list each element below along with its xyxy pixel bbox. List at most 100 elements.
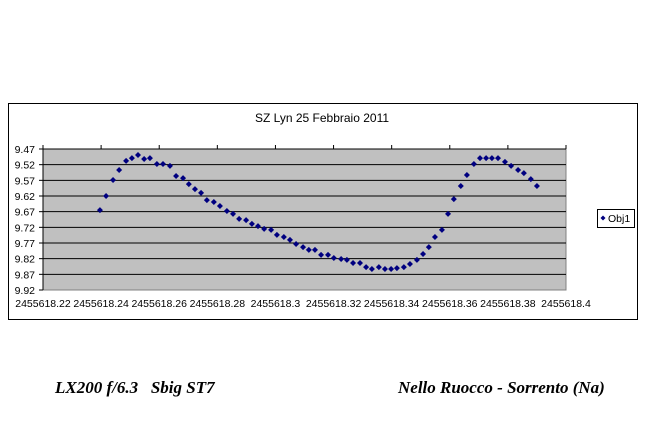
legend-box xyxy=(597,209,635,228)
legend: Obj1 xyxy=(597,209,635,228)
y-tick-label: 9.72 xyxy=(15,222,36,234)
y-tick-label: 9.47 xyxy=(15,144,36,156)
y-tick-label: 9.52 xyxy=(15,160,36,172)
data-point xyxy=(501,158,508,165)
data-point xyxy=(293,240,300,247)
data-point xyxy=(350,260,357,267)
data-point xyxy=(123,157,130,164)
data-point xyxy=(255,223,262,230)
data-point xyxy=(356,260,363,267)
data-point xyxy=(325,251,332,258)
data-point xyxy=(520,170,527,177)
data-point xyxy=(153,161,160,168)
data-point xyxy=(305,246,312,253)
x-tick-label: 2455618.28 xyxy=(190,298,246,310)
data-point xyxy=(533,182,540,189)
plot-background xyxy=(42,148,567,291)
data-point xyxy=(230,210,237,217)
data-point xyxy=(438,226,445,233)
data-point xyxy=(216,203,223,210)
y-tick-label: 9.82 xyxy=(15,254,36,266)
x-tick-label: 2455618.22 xyxy=(15,298,71,310)
data-point xyxy=(400,264,407,271)
data-point xyxy=(210,198,217,205)
data-point xyxy=(103,193,110,199)
x-tick-label: 2455618.4 xyxy=(541,298,591,310)
data-point xyxy=(273,231,280,238)
data-point xyxy=(166,162,173,169)
data-point xyxy=(338,255,345,262)
x-tick-label: 2455618.24 xyxy=(73,298,129,310)
data-point xyxy=(223,208,230,215)
data-point xyxy=(141,156,148,163)
data-point xyxy=(268,226,275,233)
data-point xyxy=(180,175,187,182)
data-point xyxy=(311,246,318,253)
data-point xyxy=(243,217,250,224)
data-point xyxy=(280,234,287,241)
footer-equipment: LX200 f/6.3 Sbig ST7 xyxy=(55,378,215,397)
data-point xyxy=(318,251,325,258)
data-point xyxy=(286,236,293,243)
legend-marker-icon xyxy=(600,215,606,221)
data-point xyxy=(300,244,307,251)
data-point xyxy=(495,155,502,162)
data-point xyxy=(483,155,490,162)
data-point xyxy=(116,166,123,173)
data-point xyxy=(110,177,117,184)
data-point xyxy=(406,260,413,267)
data-point xyxy=(381,266,388,273)
data-point xyxy=(159,161,166,168)
data-point xyxy=(330,255,337,262)
y-tick-label: 9.92 xyxy=(15,285,36,297)
data-point xyxy=(488,155,495,162)
data-point xyxy=(368,266,375,273)
y-tick-label: 9.77 xyxy=(15,238,36,250)
data-point xyxy=(248,220,255,227)
x-tick-label: 2455618.26 xyxy=(131,298,187,310)
data-point xyxy=(203,197,210,204)
data-point xyxy=(146,155,153,162)
data-point xyxy=(527,176,534,183)
x-tick-label: 2455618.3 xyxy=(251,298,301,310)
chart-title: SZ Lyn 25 Febbraio 2011 xyxy=(255,111,389,125)
x-tick-label: 2455618.32 xyxy=(306,298,362,310)
data-point xyxy=(463,172,470,179)
data-point xyxy=(425,244,432,251)
x-tick-label: 2455618.38 xyxy=(480,298,536,310)
data-point xyxy=(470,161,477,168)
data-point xyxy=(508,162,515,169)
data-point xyxy=(375,264,382,271)
data-point xyxy=(431,234,438,241)
data-point xyxy=(128,155,135,162)
legend-label-obj1: Obj1 xyxy=(608,213,630,225)
data-point xyxy=(191,186,198,193)
data-point xyxy=(173,172,180,179)
data-point xyxy=(135,151,142,158)
y-tick-label: 9.62 xyxy=(15,191,36,203)
data-point xyxy=(185,181,192,188)
data-point xyxy=(261,225,268,232)
data-point xyxy=(198,189,205,196)
data-point xyxy=(457,182,464,189)
y-tick-label: 9.67 xyxy=(15,207,36,219)
footer-author: Nello Ruocco - Sorrento (Na) xyxy=(398,378,605,397)
y-tick-label: 9.57 xyxy=(15,175,36,187)
x-tick-label: 2455618.34 xyxy=(364,298,420,310)
y-tick-label: 9.87 xyxy=(15,269,36,281)
data-point xyxy=(515,166,522,173)
data-point xyxy=(420,250,427,257)
plot-area: 9.47 9.52 9.57 9.62 9.67 9.72 9.77 9.82 9.87 9.92… xyxy=(15,144,591,310)
data-point xyxy=(96,207,103,214)
data-point xyxy=(363,264,370,271)
data-point xyxy=(343,256,350,263)
data-point xyxy=(393,265,400,272)
data-point xyxy=(450,196,457,203)
data-point xyxy=(413,256,420,263)
x-tick-label: 2455618.36 xyxy=(422,298,478,310)
data-point xyxy=(388,266,395,273)
data-point xyxy=(445,210,452,217)
data-point xyxy=(476,155,483,162)
